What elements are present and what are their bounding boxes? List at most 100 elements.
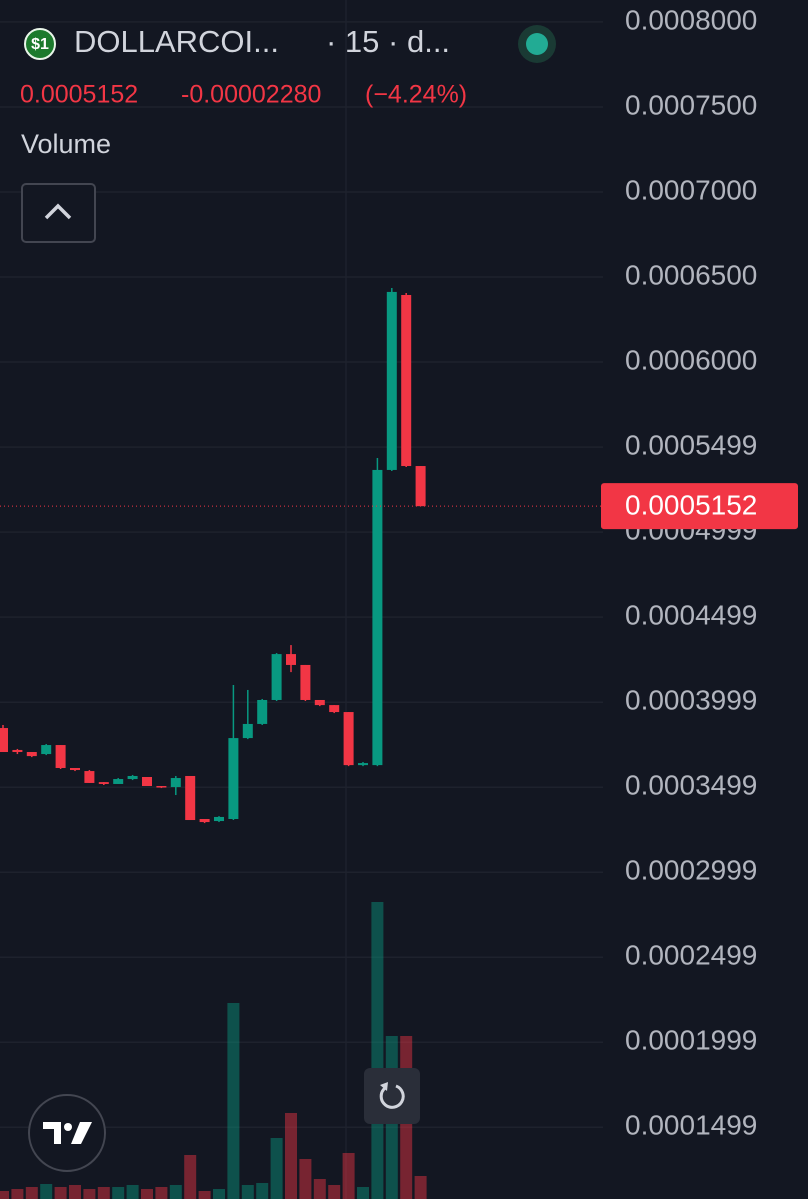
last-price-tag-label: 0.0005152 — [625, 490, 757, 521]
candle-body — [401, 294, 412, 467]
volume-bar — [256, 1183, 269, 1199]
y-tick-label: 0.0006000 — [625, 344, 757, 375]
volume-bar — [270, 1138, 283, 1199]
candle-body — [415, 466, 426, 507]
candle-body — [314, 699, 325, 706]
y-tick-label: 0.0001999 — [625, 1025, 757, 1056]
candle-body — [372, 469, 383, 766]
y-tick-label: 0.0007500 — [625, 89, 757, 120]
candle-body — [343, 712, 354, 766]
volume-bar — [11, 1189, 24, 1199]
y-tick-label: 0.0008000 — [625, 4, 757, 35]
last-price-tag — [601, 483, 798, 530]
volume-bar — [285, 1113, 297, 1199]
status-dot — [526, 33, 548, 55]
candle-body — [386, 291, 397, 470]
candle-body — [185, 775, 196, 821]
volume-bar — [184, 1155, 197, 1199]
candle-layer — [0, 288, 426, 824]
y-tick-label: 0.0003499 — [625, 770, 757, 801]
volume-bar — [25, 1187, 38, 1199]
interval[interactable]: · 15 · d... — [326, 24, 450, 59]
y-tick-label: 0.0005499 — [625, 430, 757, 461]
candle-body — [214, 816, 224, 822]
reset-icon — [379, 1084, 405, 1109]
chevron-up-icon — [44, 203, 72, 220]
logo-text: $1 — [31, 36, 49, 53]
volume-bar — [69, 1185, 81, 1199]
volume-bar — [155, 1187, 168, 1199]
y-tick-label: 0.0006500 — [625, 259, 757, 290]
y-tick-label: 0.0007000 — [625, 174, 757, 205]
symbol-logo — [24, 28, 56, 60]
y-tick-label: 0.0003999 — [625, 685, 757, 716]
volume-bar — [342, 1153, 355, 1199]
candle-body — [257, 699, 268, 724]
volume-bar — [54, 1187, 67, 1199]
candle-body — [98, 782, 109, 784]
candle-body — [26, 752, 37, 757]
volume-bar — [227, 1003, 240, 1199]
candle-body — [300, 664, 311, 700]
candle-body — [55, 745, 66, 768]
candle-body — [156, 786, 167, 788]
y-tick-label: 0.0001499 — [625, 1110, 757, 1141]
reset-icon-arrow — [380, 1082, 388, 1091]
volume-bar — [328, 1185, 341, 1199]
volume-bar — [0, 1191, 9, 1199]
y-tick-label: 0.0004499 — [625, 600, 757, 631]
candle-body — [242, 723, 253, 739]
price-change: -0.00002280 — [181, 81, 321, 109]
candle-body — [70, 767, 80, 771]
candle-body — [271, 654, 282, 700]
volume-bar — [313, 1179, 326, 1199]
candle-body — [199, 818, 210, 823]
volume-bar — [169, 1185, 182, 1199]
candle-body — [41, 745, 52, 755]
volume-bar — [357, 1187, 369, 1199]
candle-body — [170, 778, 181, 788]
volume-label: Volume — [21, 129, 111, 159]
header: $1 DOLLARCOI... · 15 · d... 0.0005152 -0… — [20, 24, 556, 243]
volume-bar — [371, 902, 384, 1199]
grid — [0, 21, 603, 1129]
candle-body — [329, 705, 340, 713]
volume-bar — [97, 1187, 110, 1199]
price-change-percent: (−4.24%) — [365, 81, 467, 109]
volume-bar — [414, 1176, 427, 1199]
reset-button[interactable] — [364, 1068, 420, 1124]
candle-body — [228, 738, 239, 819]
volume-bar — [198, 1191, 211, 1199]
y-tick-label: 0.0002999 — [625, 855, 757, 886]
candle-body — [0, 728, 8, 753]
logo-v — [71, 1122, 92, 1144]
symbol-name[interactable]: DOLLARCOI... — [74, 24, 279, 59]
reset-button-bg[interactable] — [364, 1068, 420, 1124]
candle-body — [127, 775, 138, 780]
volume-layer — [0, 902, 427, 1199]
candle-body — [12, 749, 23, 753]
volume-bar — [141, 1189, 153, 1199]
volume-bar — [213, 1189, 225, 1199]
candle-body — [286, 654, 296, 665]
y-tick-label: 0.0002499 — [625, 940, 757, 971]
candle-body — [113, 779, 124, 784]
logo-circle[interactable] — [28, 1094, 106, 1172]
collapse-button[interactable] — [21, 183, 96, 243]
last-price: 0.0005152 — [20, 81, 138, 109]
tradingview-logo[interactable] — [28, 1094, 106, 1172]
volume-bar — [40, 1184, 53, 1199]
volume-bar — [241, 1185, 254, 1199]
volume-bar — [112, 1187, 125, 1199]
price-axis: 0.0008000 0.0007500 0.0007000 0.0006500 0.00… — [0, 4, 798, 1141]
logo-t — [43, 1122, 61, 1144]
candle-body — [142, 777, 152, 787]
candle-body — [358, 763, 368, 766]
volume-bar — [83, 1189, 96, 1199]
logo-dot — [64, 1123, 72, 1131]
candle-body — [84, 771, 95, 783]
volume-bar — [126, 1185, 139, 1199]
